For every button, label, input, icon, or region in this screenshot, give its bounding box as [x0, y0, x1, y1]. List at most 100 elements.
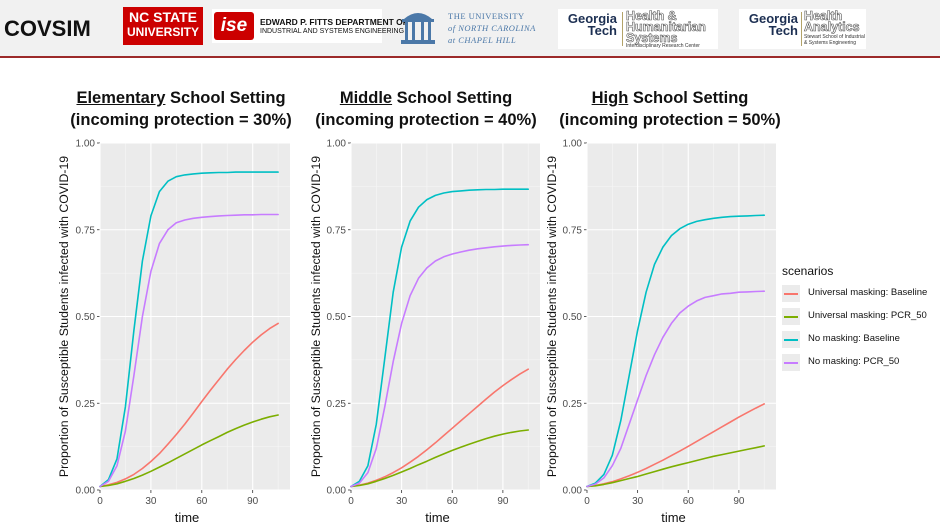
series-line-universal-masking-pcr-50 [99, 414, 279, 488]
panel-title-underlined: Elementary [76, 89, 166, 107]
series-line-no-masking-baseline [586, 214, 766, 488]
x-tick-label: 60 [447, 496, 459, 507]
y-tick-label: 0.25 [76, 399, 96, 410]
legend-label: No masking: Baseline [808, 333, 900, 344]
gt-hhs-mark: Georgia Tech [561, 12, 617, 38]
legend-key-line-0 [784, 293, 798, 295]
ise-logo-line2: INDUSTRIAL AND SYSTEMS ENGINEERING [260, 28, 405, 35]
panel-title-elementary: Elementary School Setting (incoming prot… [51, 87, 311, 131]
y-tick-label: 0.25 [563, 399, 583, 410]
x-tick-label: 90 [497, 496, 509, 507]
header-bar: COVSIM NC STATE UNIVERSITY ise EDWARD P.… [0, 0, 940, 58]
gt-analytics-logo: Georgia Tech Health Analytics Stewart Sc… [739, 9, 866, 49]
unc-logo-line1: THE UNIVERSITY [448, 11, 525, 21]
x-tick-label: 30 [396, 496, 408, 507]
y-axis-label: Proportion of Susceptible Students infec… [57, 156, 71, 477]
y-tick-label: 0.00 [327, 486, 347, 497]
gt-hhs-mark-line2: Tech [587, 23, 617, 38]
ise-logo-line1: EDWARD P. FITTS DEPARTMENT OF [260, 17, 408, 27]
x-tick-label: 0 [348, 496, 354, 507]
gt-analytics-small1: Stewart School of Industrial [804, 34, 865, 40]
x-tick-label: 90 [733, 496, 745, 507]
series-line-universal-masking-baseline [99, 322, 279, 488]
x-axis-label: time [175, 510, 200, 525]
gt-analytics-mark: Georgia Tech [742, 11, 798, 38]
y-tick-label: 1.00 [563, 139, 583, 150]
y-tick-label: 0.00 [563, 486, 583, 497]
unc-logo-line3: at CHAPEL HILL [448, 35, 517, 45]
x-tick-label: 90 [247, 496, 259, 507]
x-tick-label: 0 [97, 496, 103, 507]
series-line-universal-masking-baseline [586, 403, 766, 488]
series-line-no-masking-pcr-50 [586, 290, 766, 488]
legend-item: No masking: PCR_50 [782, 352, 940, 375]
panel-subtitle: (incoming protection = 30%) [70, 111, 292, 129]
y-tick-label: 0.75 [327, 225, 347, 236]
y-tick-label: 1.00 [327, 139, 347, 150]
legend-label: Universal masking: Baseline [808, 287, 928, 298]
gt-hhs-logo: Georgia Tech Health & Humanitarian Syste… [558, 9, 718, 49]
series-line-universal-masking-pcr-50 [586, 445, 766, 488]
gt-analytics-text: Health Analytics [804, 9, 860, 34]
gt-hhs-line2: Humanitarian [626, 20, 706, 34]
chart-high: 0.00 0.25 0.50 0.75 1.00 0 30 60 90 time Proportio… [545, 139, 776, 525]
gt-analytics-mark-line1: Georgia [748, 11, 798, 26]
legend-key [782, 354, 800, 371]
y-tick-label: 0.00 [76, 486, 96, 497]
ncstate-logo-line1: NC STATE [129, 9, 197, 25]
gt-analytics-line1: Health [804, 9, 843, 23]
panel-title-rest: School Setting [392, 89, 513, 107]
chart-middle: 0.00 0.25 0.50 0.75 1.00 0 30 60 90 time Proportio… [309, 139, 540, 525]
legend-title: scenarios [782, 264, 834, 278]
panel-title-rest: School Setting [628, 89, 749, 107]
gt-analytics-divider [801, 12, 802, 46]
panel-title-underlined: High [591, 89, 629, 107]
legend-label: Universal masking: PCR_50 [808, 310, 927, 321]
gt-hhs-divider [622, 12, 623, 46]
legend: scenarios Universal masking: Baseline Un… [782, 264, 940, 375]
gt-hhs-line3: Systems [626, 31, 678, 45]
y-tick-label: 0.75 [76, 225, 96, 236]
panel-title-underlined: Middle [339, 89, 393, 107]
series-line-no-masking-pcr-50 [350, 243, 530, 488]
x-axis-label: time [661, 510, 686, 525]
panel-subtitle: (incoming protection = 50%) [559, 111, 781, 129]
legend-item: Universal masking: Baseline [782, 283, 940, 306]
y-tick-label: 0.25 [327, 399, 347, 410]
panel-title-high: High School Setting (incoming protection… [540, 87, 800, 131]
old-well-icon [401, 13, 435, 44]
y-axis-label: Proportion of Susceptible Students infec… [545, 156, 559, 477]
gt-analytics-small2: & Systems Engineering [804, 40, 856, 46]
legend-item: No masking: Baseline [782, 329, 940, 352]
panel-subtitle: (incoming protection = 40%) [315, 111, 537, 129]
x-tick-label: 60 [683, 496, 695, 507]
y-tick-label: 0.50 [327, 312, 347, 323]
series-line-universal-masking-baseline [350, 368, 530, 488]
legend-key [782, 285, 800, 302]
gt-analytics-line2: Analytics [804, 20, 860, 34]
panel-title-middle: Middle School Setting (incoming protecti… [296, 87, 556, 131]
x-tick-label: 30 [632, 496, 644, 507]
y-axis-label: Proportion of Susceptible Students infec… [309, 156, 323, 477]
x-tick-label: 0 [584, 496, 590, 507]
ise-logo: ise EDWARD P. FITTS DEPARTMENT OF INDUST… [212, 9, 408, 43]
legend-key [782, 331, 800, 348]
ncstate-logo-line2: UNIVERSITY [126, 25, 199, 39]
gt-analytics-mark-line2: Tech [768, 23, 798, 38]
series-line-universal-masking-pcr-50 [350, 429, 530, 488]
app-title: COVSIM [4, 16, 91, 41]
x-axis-label: time [425, 510, 450, 525]
ise-logo-mark: ise [214, 12, 254, 40]
unc-logo: THE UNIVERSITY of NORTH CAROLINA at CHAP… [398, 6, 553, 46]
legend-item: Universal masking: PCR_50 [782, 306, 940, 329]
legend-label: No masking: PCR_50 [808, 356, 900, 367]
legend-key-line-1 [784, 316, 798, 318]
y-tick-label: 0.50 [563, 312, 583, 323]
legend-key-line-2 [784, 339, 798, 341]
legend-key [782, 308, 800, 325]
y-tick-label: 1.00 [76, 139, 96, 150]
chart-elementary: 0.00 0.25 0.50 0.75 1.00 0 30 60 90 time Proportio… [57, 139, 290, 525]
gt-hhs-text: Health & Humanitarian Systems [626, 9, 706, 45]
series-line-no-masking-pcr-50 [99, 213, 279, 488]
